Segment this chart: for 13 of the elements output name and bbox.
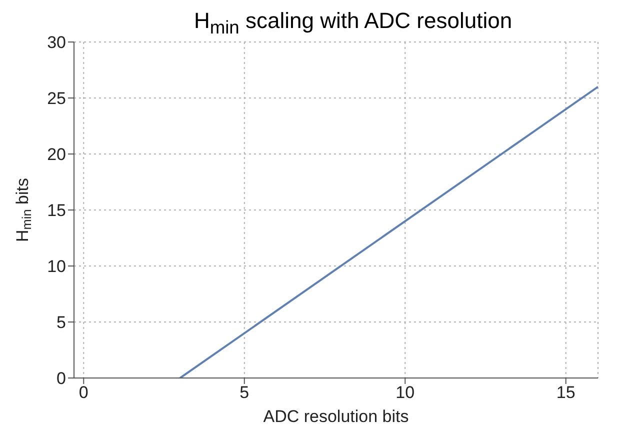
x-tick-label: 15 bbox=[556, 383, 576, 402]
y-tick-label: 5 bbox=[56, 313, 66, 332]
x-tick-label: 0 bbox=[78, 383, 88, 402]
y-tick-label: 30 bbox=[47, 33, 66, 52]
y-tick-label: 20 bbox=[47, 145, 66, 164]
x-axis-title: ADC resolution bits bbox=[263, 407, 409, 426]
y-tick-label: 0 bbox=[56, 369, 66, 388]
y-tick-label: 15 bbox=[47, 201, 66, 220]
chart-title: H$_{min}$ scaling with ADC resolution bbox=[194, 8, 512, 38]
x-tick-label: 10 bbox=[396, 383, 415, 402]
y-tick-label: 25 bbox=[47, 89, 66, 108]
x-tick-label: 5 bbox=[240, 383, 250, 402]
y-tick-label: 10 bbox=[47, 257, 66, 276]
